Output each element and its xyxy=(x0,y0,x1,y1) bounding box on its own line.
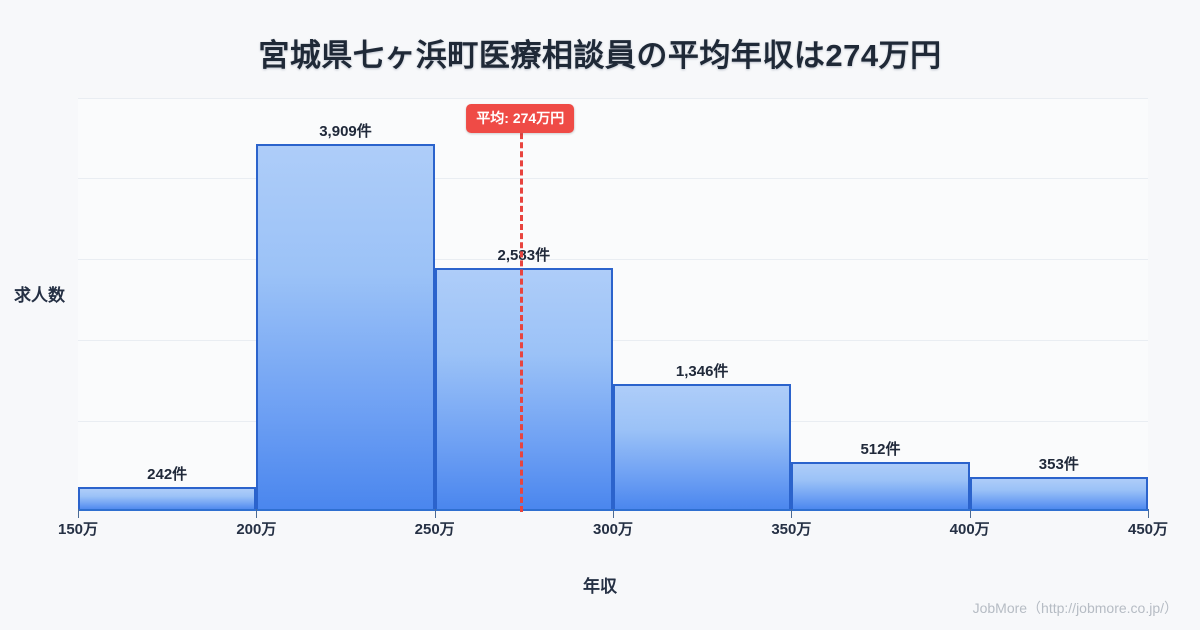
footer-credit: JobMore（http://jobmore.co.jp/） xyxy=(972,600,1178,616)
gridline xyxy=(78,340,1148,341)
x-axis-tick-mark xyxy=(256,509,258,518)
x-axis-tick-label: 400万 xyxy=(949,521,990,538)
average-badge: 平均: 274万円 xyxy=(466,104,575,133)
bar-value-label: 2,583件 xyxy=(497,247,551,265)
x-axis-tick-label: 200万 xyxy=(236,521,277,538)
histogram-bar xyxy=(969,476,1148,510)
bar-value-label: 512件 xyxy=(860,441,901,459)
gridline xyxy=(78,259,1148,260)
page-title: 宮城県七ヶ浜町医療相談員の平均年収は274万円 xyxy=(258,38,942,73)
gridline xyxy=(78,98,1148,99)
x-axis-tick-label: 350万 xyxy=(771,521,812,538)
histogram-bar xyxy=(256,143,435,510)
average-line xyxy=(520,124,524,512)
histogram-bar xyxy=(791,462,970,510)
bar-value-label: 1,346件 xyxy=(675,362,729,380)
y-axis-title: 求人数 xyxy=(14,286,65,305)
x-axis-tick-mark xyxy=(1148,509,1149,518)
x-axis-tick-mark xyxy=(613,509,614,518)
x-axis-tick-label: 150万 xyxy=(57,521,99,538)
histogram-bar xyxy=(78,487,257,510)
gridline xyxy=(78,178,1148,179)
x-axis-tick-mark xyxy=(791,509,793,518)
histogram-bar xyxy=(434,268,613,510)
x-axis-tick-label: 300万 xyxy=(592,521,634,538)
x-axis-tick-mark xyxy=(969,509,971,518)
x-axis-tick-label: 450万 xyxy=(1127,521,1169,538)
bar-value-label: 242件 xyxy=(147,466,188,484)
bar-value-label: 3,909件 xyxy=(319,122,372,140)
bars-layer: 242件 3,909件 2,583件 1,346件 512件 353件 xyxy=(78,98,1148,510)
histogram-bar xyxy=(613,383,792,510)
x-axis-tick-label: 250万 xyxy=(414,521,455,538)
bar-value-label: 353件 xyxy=(1038,455,1079,473)
x-axis-tick-mark xyxy=(434,509,436,518)
x-axis-tick-mark xyxy=(78,509,79,518)
x-axis-title: 年収 xyxy=(583,577,617,596)
